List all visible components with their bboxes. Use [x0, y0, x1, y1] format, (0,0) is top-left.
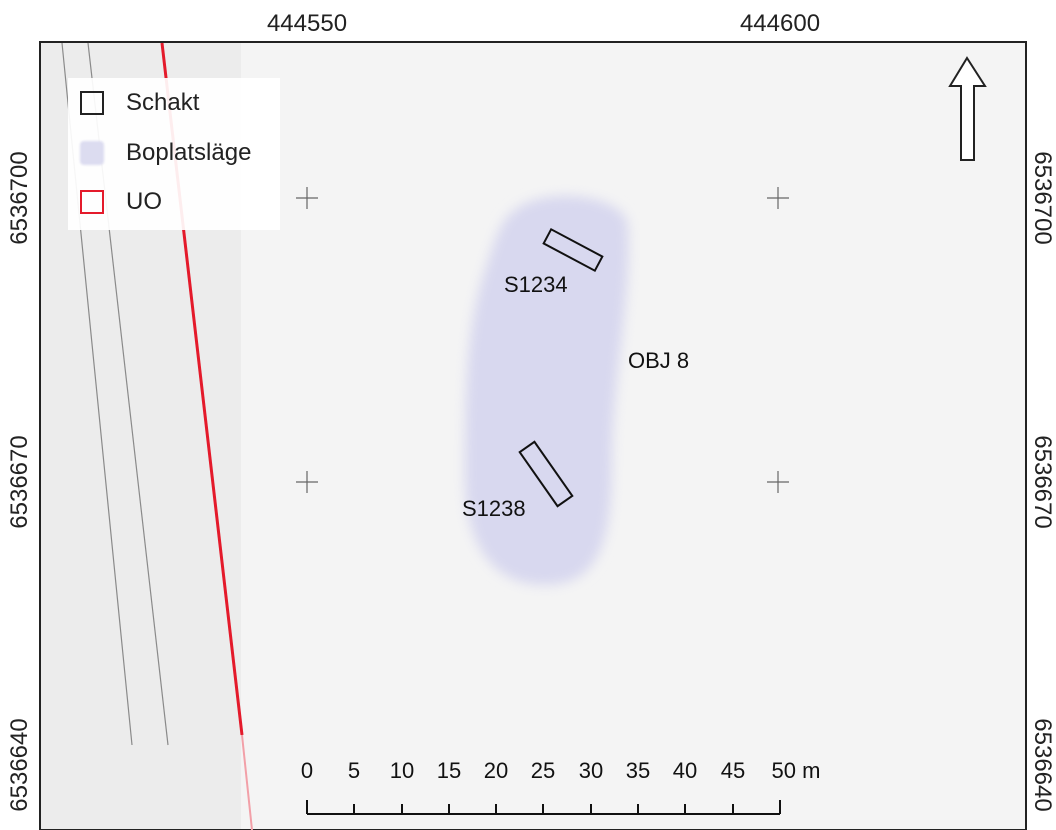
legend-item-schakt: Schakt	[80, 86, 199, 120]
trench-s1234	[542, 227, 604, 273]
plus-icon	[296, 187, 318, 209]
scale-label-40: 40	[672, 758, 698, 783]
plus-icon	[767, 471, 789, 493]
trench-label-s1234: S1234	[504, 272, 568, 297]
coord-right-1: 6536700	[1029, 151, 1056, 245]
scale-label-10: 10	[389, 758, 415, 783]
scale-label-50: 50 m	[771, 758, 821, 783]
plus-icon	[767, 187, 789, 209]
scale-label-25: 25	[530, 758, 556, 783]
coord-left-3: 6536640	[6, 718, 33, 812]
legend-label-uo: UO	[126, 188, 162, 215]
scale-bar	[306, 800, 781, 815]
scale-label-0: 0	[300, 758, 314, 783]
scale-label-20: 20	[483, 758, 509, 783]
scale-label-45: 45	[720, 758, 746, 783]
legend-label-schakt: Schakt	[126, 89, 200, 116]
coord-right-2: 6536670	[1029, 435, 1056, 529]
legend-label-boplatslage: Boplatsläge	[126, 139, 252, 166]
legend-item-boplatslage: Boplatsläge	[80, 136, 251, 170]
legend-item-uo: UO	[80, 185, 162, 219]
scale-label-35: 35	[625, 758, 651, 783]
trench-s1238	[518, 440, 574, 508]
scale-label-15: 15	[436, 758, 462, 783]
object-label: OBJ 8	[628, 348, 690, 373]
north-arrow-icon	[948, 56, 987, 161]
legend-swatch-uo	[80, 190, 104, 214]
coord-right-3: 6536640	[1029, 718, 1056, 812]
coord-left-1: 6536700	[6, 151, 33, 245]
legend-swatch-schakt	[80, 91, 104, 115]
coord-top-2: 444600	[739, 10, 821, 37]
legend-swatch-boplatslage	[80, 141, 104, 165]
settlement-area	[465, 195, 629, 586]
coord-top-1: 444550	[266, 10, 348, 37]
scale-label-5: 5	[347, 758, 361, 783]
scale-label-30: 30	[578, 758, 604, 783]
coord-left-2: 6536670	[6, 435, 33, 529]
plus-icon	[296, 471, 318, 493]
trench-label-s1238: S1238	[462, 496, 526, 521]
uo-boundary-line-faint	[241, 734, 253, 830]
